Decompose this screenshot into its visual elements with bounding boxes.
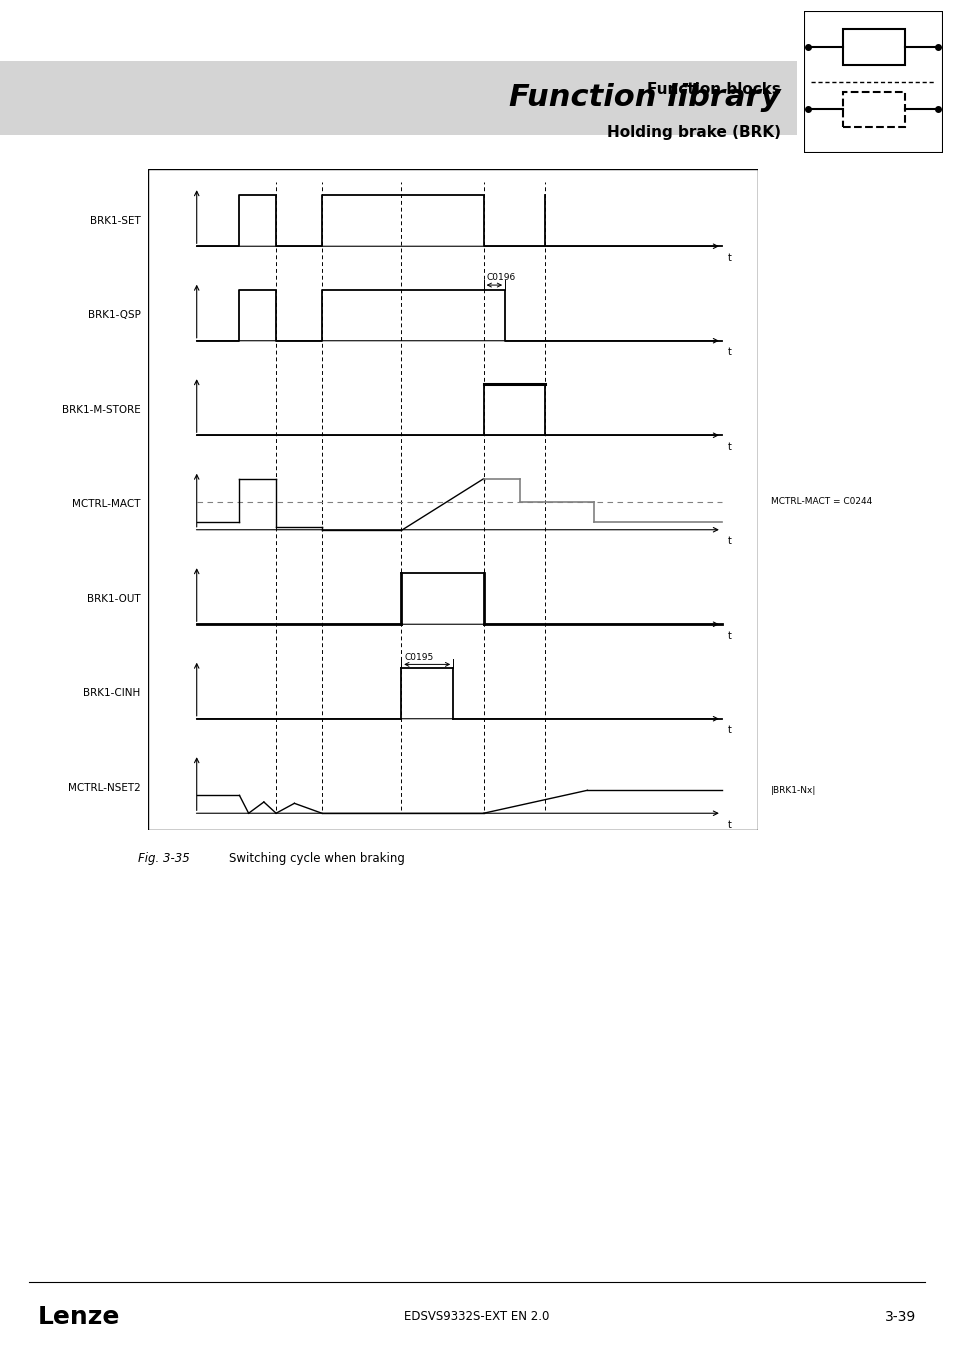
Text: |BRK1-Nx|: |BRK1-Nx| <box>770 786 815 795</box>
Text: Switching cycle when braking: Switching cycle when braking <box>229 852 404 865</box>
Text: C0195: C0195 <box>404 653 433 663</box>
Text: Function library: Function library <box>509 84 780 112</box>
Text: C0196: C0196 <box>486 274 516 282</box>
Text: t: t <box>727 536 731 547</box>
Text: BRK1-CINH: BRK1-CINH <box>83 688 140 698</box>
Text: MCTRL-NSET2: MCTRL-NSET2 <box>68 783 140 792</box>
Bar <box>842 30 904 65</box>
Text: Fig. 3-35: Fig. 3-35 <box>138 852 190 865</box>
Text: MCTRL-MACT = C0244: MCTRL-MACT = C0244 <box>770 497 871 506</box>
Text: t: t <box>727 819 731 830</box>
Text: BRK1-M-STORE: BRK1-M-STORE <box>62 405 140 414</box>
Bar <box>842 92 904 127</box>
Text: EDSVS9332S-EXT EN 2.0: EDSVS9332S-EXT EN 2.0 <box>404 1310 549 1323</box>
Text: BRK1-QSP: BRK1-QSP <box>88 310 140 320</box>
Text: MCTRL-MACT: MCTRL-MACT <box>71 500 140 509</box>
Text: t: t <box>727 725 731 736</box>
Text: BRK1-OUT: BRK1-OUT <box>87 594 140 603</box>
Text: Holding brake (BRK): Holding brake (BRK) <box>606 124 780 140</box>
Text: Function blocks: Function blocks <box>646 81 780 97</box>
Text: Lenze: Lenze <box>38 1304 120 1328</box>
Text: t: t <box>727 347 731 358</box>
Text: t: t <box>727 252 731 263</box>
Text: t: t <box>727 441 731 452</box>
Text: t: t <box>727 630 731 641</box>
Text: BRK1-SET: BRK1-SET <box>90 216 140 225</box>
Text: 3-39: 3-39 <box>883 1310 915 1323</box>
